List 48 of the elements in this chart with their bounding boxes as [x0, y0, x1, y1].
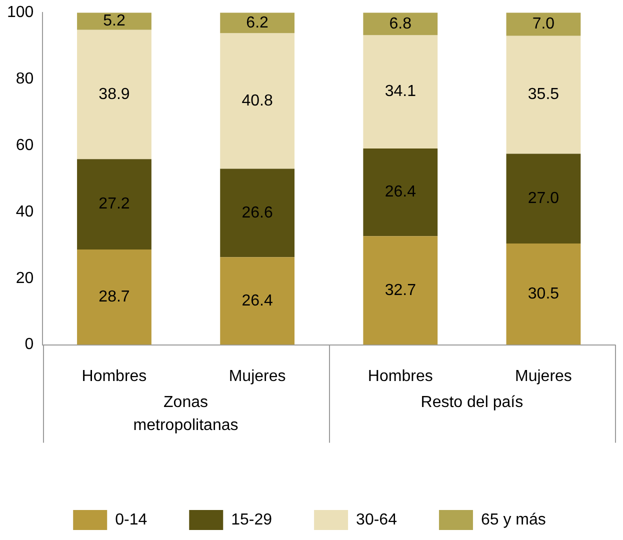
bar [363, 148, 438, 236]
data-label: 6.8 [389, 15, 412, 32]
data-label: 26.4 [242, 292, 273, 310]
bar [77, 12, 152, 30]
data-label: 32.7 [384, 282, 416, 299]
text: Zonas metropolitanas [133, 394, 238, 434]
x-tick-label: Mujeres [228, 368, 286, 385]
data-label: 38.9 [98, 86, 130, 103]
data-label: 5.2 [103, 12, 126, 30]
legend-label: 30-64 [356, 511, 398, 528]
data-label: 27.2 [98, 196, 130, 213]
data-label: 30.5 [528, 286, 560, 303]
bar [363, 12, 438, 36]
bar [77, 30, 152, 160]
bar [506, 154, 581, 244]
text: Resto del país [420, 394, 524, 412]
bar [77, 159, 152, 250]
bar [363, 35, 438, 148]
data-label: 27.0 [528, 190, 560, 208]
data-label: 28.7 [98, 288, 130, 306]
y-tick-label: 80 [16, 70, 34, 88]
data-label: 7.0 [532, 16, 555, 33]
data-label: 40.8 [242, 92, 273, 110]
y-tick-label: 40 [16, 203, 34, 220]
bar [220, 12, 295, 34]
bar [220, 33, 295, 169]
y-tick-label: 0 [24, 336, 34, 354]
data-label: 6.2 [246, 14, 269, 32]
x-tick-label: Mujeres [515, 368, 572, 385]
y-tick-label: 100 [6, 4, 34, 22]
bar [506, 243, 581, 345]
y-tick-label: 60 [16, 136, 34, 154]
bar [77, 249, 152, 345]
y-tick-label: 20 [16, 270, 34, 287]
x-tick-label: Hombres [368, 368, 433, 385]
data-label: 26.6 [242, 204, 273, 222]
data-label: 26.4 [384, 184, 416, 201]
legend-label: 0-14 [115, 511, 148, 528]
data-label: 34.1 [384, 83, 416, 100]
bar [506, 36, 581, 154]
bar [220, 168, 295, 258]
data-label: 35.5 [528, 86, 560, 104]
legend-label: 65 y más [480, 511, 546, 528]
x-tick-label: Hombres [82, 368, 147, 385]
bar [363, 236, 438, 345]
bar [506, 12, 581, 36]
bar [220, 257, 295, 345]
legend-label: 15-29 [231, 511, 272, 528]
